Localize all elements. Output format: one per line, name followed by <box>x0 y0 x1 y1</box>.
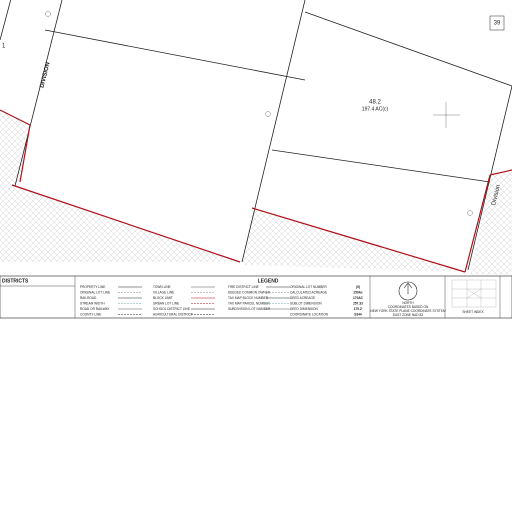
legend-value: 170AC <box>353 296 364 300</box>
legend-value: 257.33 <box>353 301 363 305</box>
district-lines <box>0 109 512 273</box>
legend-item: DEED DIMENSION <box>290 307 319 311</box>
parcel-lines <box>0 0 512 271</box>
parcel-number: 48.2 <box>369 100 381 106</box>
legend-item: SUBDIVISION LOT NUMBER <box>228 307 271 311</box>
legend: DISTRICTS LEGEND NORTH COORDINATES BASED… <box>0 275 512 319</box>
legend-item: SUBLOT DIMENSION <box>290 301 322 305</box>
legend-item: VILLAGE LINE <box>153 290 174 294</box>
legend-value: S344 <box>354 312 362 316</box>
legend-item: STREAM WIDTH <box>80 301 105 305</box>
legend-item: AGRICULTURAL DISTRICT <box>153 312 193 316</box>
legend-title: LEGEND <box>258 278 279 284</box>
parcel-acreage: 197.4 AC(c) <box>362 106 389 112</box>
legend-item: DEED ACREAGE <box>290 296 315 300</box>
legend-item: ORIGINAL LOT NUMBER <box>290 285 328 289</box>
coordinates-note: EAST ZONE NAD 83 <box>393 313 423 317</box>
legend-value: 175.2' <box>354 307 363 311</box>
legend-item: COUNTY LINE <box>80 312 101 316</box>
hatched-areas <box>0 110 512 275</box>
legend-item: URBAN LOT LINE <box>153 301 179 305</box>
legend-item: ROAD OR RAILWAY <box>80 307 110 311</box>
legend-item: TAX MAP BLOCK NUMBER <box>228 296 269 300</box>
sheet-index: SHEET INDEX <box>462 310 484 314</box>
legend-item: TOWN LINE <box>153 285 171 289</box>
corner-box <box>489 15 505 31</box>
corner-number: 39 <box>494 21 501 27</box>
north-label: NORTH <box>402 301 414 305</box>
districts-title: DISTRICTS <box>2 278 29 284</box>
parcel-markers <box>45 11 473 216</box>
legend-value: 150Ac <box>353 290 363 294</box>
legend-item: SCHOOL DISTRICT LINE <box>153 307 190 311</box>
legend-item: ORIGINAL LOT LINE <box>80 290 110 294</box>
legend-item: BLOCK LIMIT <box>153 296 173 300</box>
legend-item: COORDINATE LOCATION <box>290 312 329 316</box>
coordinates-note: COORDINATES BASED ON <box>388 305 429 309</box>
division-label: DIVISION <box>39 62 51 89</box>
legend-item: DEEDED COMMON OWNER <box>228 290 271 294</box>
legend-value: (5) <box>356 285 360 289</box>
partial-number: 1 <box>2 44 6 50</box>
division-label: Division <box>491 184 502 206</box>
legend-item: TAX MAP PARCEL NUMBER <box>228 301 270 305</box>
legend-item: RAILROAD <box>80 296 97 300</box>
legend-item: PROPERTY LINE <box>80 285 105 289</box>
coordinates-note: NEW YORK STATE PLANE COORDINATE SYSTEM <box>370 309 446 313</box>
legend-item: CALCULATED ACREAGE <box>290 290 327 294</box>
legend-item: FIRE DISTRICT LINE <box>228 285 259 289</box>
